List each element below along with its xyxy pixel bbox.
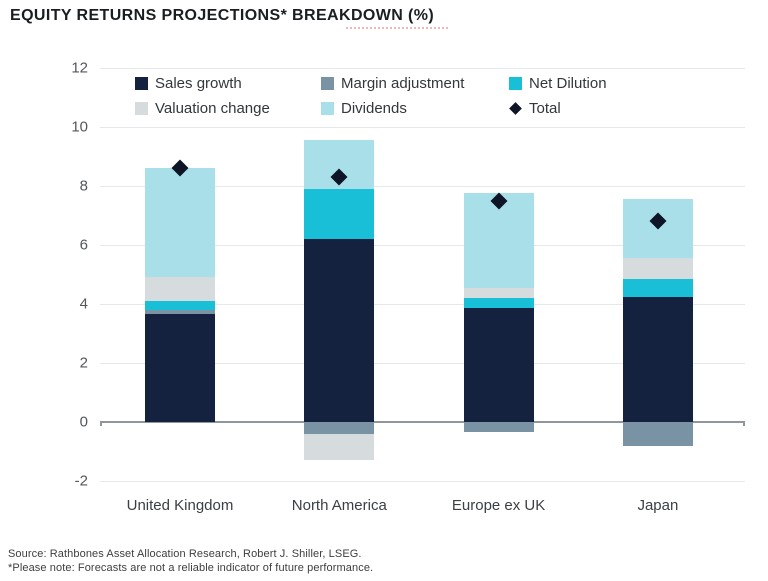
source-note: Source: Rathbones Asset Allocation Resea… bbox=[8, 548, 362, 560]
bar-segment-net-dilution[interactable] bbox=[304, 188, 375, 240]
legend-swatch-icon bbox=[321, 101, 334, 115]
bar-segment-margin-adjustment[interactable] bbox=[145, 309, 215, 315]
legend-swatch-icon bbox=[321, 76, 334, 90]
bar-segment-valuation-change[interactable] bbox=[463, 287, 534, 299]
bar-segment-margin-adjustment[interactable] bbox=[463, 422, 534, 433]
gridline bbox=[100, 186, 745, 187]
gridline bbox=[100, 363, 745, 364]
legend-diamond-icon bbox=[509, 101, 522, 115]
legend-item-margin-adjustment[interactable]: Margin adjustment bbox=[321, 74, 465, 92]
chart-title: EQUITY RETURNS PROJECTIONS* BREAKDOWN (%… bbox=[10, 7, 435, 24]
gridline bbox=[100, 304, 745, 305]
y-axis-tick-label: -2 bbox=[74, 472, 88, 490]
y-axis-tick-label: 0 bbox=[79, 413, 88, 431]
y-axis-tick-label: 8 bbox=[79, 177, 88, 195]
legend-label: Net Dilution bbox=[529, 74, 607, 92]
bar-segment-margin-adjustment[interactable] bbox=[304, 422, 375, 434]
x-axis-category-label: United Kingdom bbox=[126, 497, 234, 514]
legend-item-net-dilution[interactable]: Net Dilution bbox=[509, 74, 607, 92]
legend-item-valuation-change[interactable]: Valuation change bbox=[135, 99, 270, 117]
legend-label: Total bbox=[529, 99, 561, 117]
bar-segment-sales-growth[interactable] bbox=[622, 296, 693, 422]
gridline bbox=[100, 245, 745, 246]
gridline bbox=[100, 481, 745, 482]
legend-item-sales-growth[interactable]: Sales growth bbox=[135, 74, 242, 92]
zero-axis-end-tick bbox=[100, 421, 102, 426]
zero-axis-end-tick bbox=[743, 421, 745, 426]
legend-item-total[interactable]: Total bbox=[509, 99, 561, 117]
x-axis-category-label: Europe ex UK bbox=[451, 497, 546, 514]
y-axis-tick-label: 12 bbox=[71, 59, 88, 77]
x-axis-category-label: North America bbox=[291, 497, 387, 514]
legend-item-dividends[interactable]: Dividends bbox=[321, 99, 407, 117]
legend-swatch-icon bbox=[135, 101, 148, 115]
legend-swatch-icon bbox=[135, 76, 148, 90]
bar-segment-margin-adjustment[interactable] bbox=[622, 422, 693, 446]
legend-label: Valuation change bbox=[155, 99, 270, 117]
bar-segment-sales-growth[interactable] bbox=[463, 308, 534, 422]
gridline bbox=[100, 127, 745, 128]
bar-segment-valuation-change[interactable] bbox=[622, 258, 693, 279]
y-axis-tick-label: 2 bbox=[79, 354, 88, 372]
zero-axis-line bbox=[100, 421, 745, 423]
bar-segment-valuation-change[interactable] bbox=[145, 277, 215, 302]
y-axis-tick-label: 10 bbox=[71, 118, 88, 136]
bar-segment-sales-growth[interactable] bbox=[145, 314, 215, 422]
disclaimer-note: *Please note: Forecasts are not a reliab… bbox=[8, 562, 374, 574]
bar-segment-valuation-change[interactable] bbox=[304, 433, 375, 461]
bar-segment-net-dilution[interactable] bbox=[622, 278, 693, 297]
bar-segment-net-dilution[interactable] bbox=[145, 301, 215, 310]
legend-label: Sales growth bbox=[155, 74, 242, 92]
spellcheck-underline bbox=[346, 27, 448, 29]
bar-segment-net-dilution[interactable] bbox=[463, 298, 534, 309]
legend-swatch-icon bbox=[509, 76, 522, 90]
bar-segment-dividends[interactable] bbox=[145, 168, 215, 278]
bar-segment-sales-growth[interactable] bbox=[304, 239, 375, 422]
x-axis-category-label: Japan bbox=[637, 497, 679, 514]
y-axis-tick-label: 6 bbox=[79, 236, 88, 254]
legend-label: Margin adjustment bbox=[341, 74, 465, 92]
legend-label: Dividends bbox=[341, 99, 407, 117]
gridline bbox=[100, 68, 745, 69]
y-axis-tick-label: 4 bbox=[79, 295, 88, 313]
